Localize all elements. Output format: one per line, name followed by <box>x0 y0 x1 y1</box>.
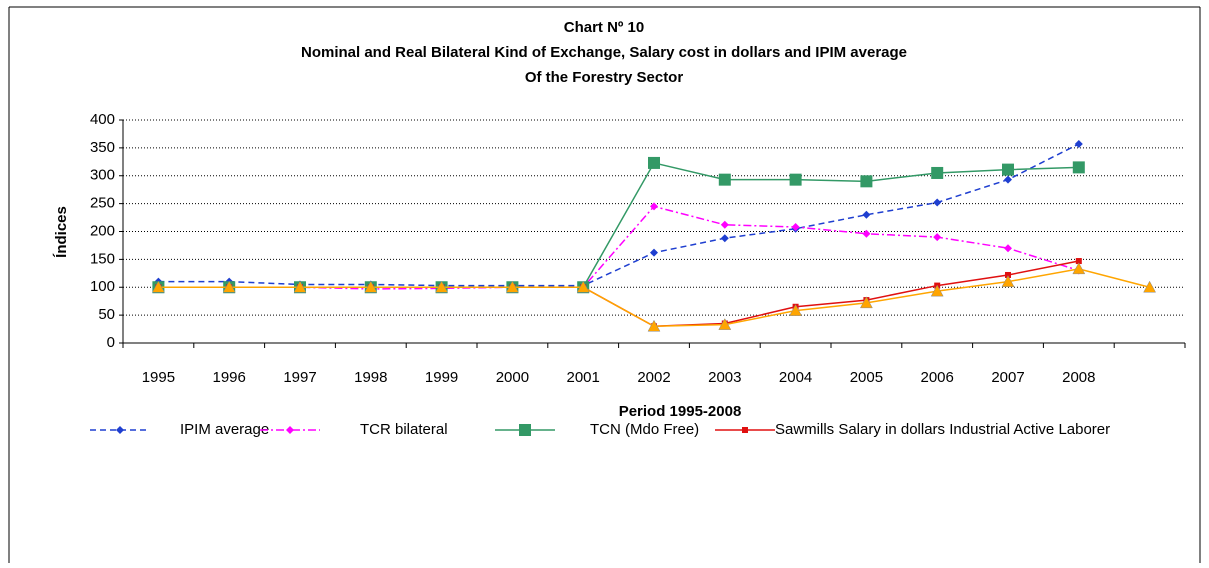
legend-label: TCN (Mdo Free) <box>590 421 699 438</box>
marker <box>791 223 800 232</box>
chart-title: Chart Nº 10 <box>564 19 645 36</box>
marker <box>505 280 519 293</box>
marker <box>860 175 873 188</box>
y-tick-label: 100 <box>90 278 115 295</box>
marker <box>1074 139 1083 148</box>
legend-label: IPIM average <box>180 421 269 438</box>
y-tick-label: 50 <box>98 306 115 323</box>
x-tick-label: 2001 <box>567 369 600 386</box>
marker <box>933 233 942 242</box>
marker <box>435 280 449 293</box>
x-tick-label: 2006 <box>921 369 954 386</box>
marker <box>720 234 729 243</box>
x-tick-label: 2002 <box>637 369 670 386</box>
marker <box>718 318 732 330</box>
marker <box>1072 262 1086 275</box>
marker <box>862 210 871 219</box>
marker <box>1004 244 1012 253</box>
y-tick-label: 400 <box>90 111 115 128</box>
marker <box>151 280 165 293</box>
marker <box>931 166 944 179</box>
marker <box>519 424 531 436</box>
marker <box>1005 271 1011 278</box>
marker <box>742 427 748 433</box>
marker <box>930 284 944 297</box>
x-tick-label: 1995 <box>142 369 175 386</box>
marker <box>293 280 307 293</box>
y-tick-label: 250 <box>90 195 115 212</box>
marker <box>647 319 661 332</box>
marker <box>650 248 658 257</box>
marker <box>718 173 731 186</box>
x-tick-label: 2004 <box>779 369 812 386</box>
marker <box>862 229 871 238</box>
marker <box>859 296 873 309</box>
y-tick-label: 150 <box>90 250 115 267</box>
marker <box>933 198 942 207</box>
marker <box>648 156 660 169</box>
y-tick-label: 0 <box>107 334 115 351</box>
x-tick-label: 2003 <box>708 369 741 386</box>
y-tick-label: 350 <box>90 139 115 156</box>
marker <box>1075 258 1082 265</box>
y-tick-label: 200 <box>90 222 115 239</box>
marker <box>364 280 378 293</box>
legend-label: TCR bilateral <box>360 421 448 438</box>
series-line <box>158 268 1150 328</box>
marker <box>1004 175 1012 184</box>
chart-subtitle: Nominal and Real Bilateral Kind of Excha… <box>301 44 907 61</box>
marker <box>116 426 124 434</box>
marker <box>720 220 729 229</box>
x-tick-label: 2008 <box>1062 369 1095 386</box>
x-tick-label: 1998 <box>354 369 387 386</box>
y-tick-label: 300 <box>90 167 115 184</box>
marker <box>1001 275 1015 287</box>
y-axis-label: Índices <box>53 206 70 258</box>
series-line <box>158 143 1080 287</box>
x-tick-label: 1996 <box>213 369 246 386</box>
x-axis-label: Period 1995-2008 <box>619 403 742 420</box>
marker <box>1002 163 1014 176</box>
marker <box>286 426 294 434</box>
legend-label: Sawmills Salary in dollars Industrial Ac… <box>775 421 1110 438</box>
x-tick-label: 2005 <box>850 369 883 386</box>
marker <box>576 280 590 293</box>
chart-subtitle: Of the Forestry Sector <box>525 69 684 86</box>
marker <box>1072 161 1085 174</box>
x-tick-label: 1997 <box>283 369 316 386</box>
marker <box>222 280 236 293</box>
x-tick-label: 2007 <box>991 369 1024 386</box>
x-tick-label: 2000 <box>496 369 529 386</box>
marker <box>1143 280 1157 293</box>
x-tick-label: 1999 <box>425 369 458 386</box>
marker <box>789 304 803 316</box>
marker <box>650 202 658 211</box>
series-line <box>158 205 1080 290</box>
marker <box>789 173 802 186</box>
